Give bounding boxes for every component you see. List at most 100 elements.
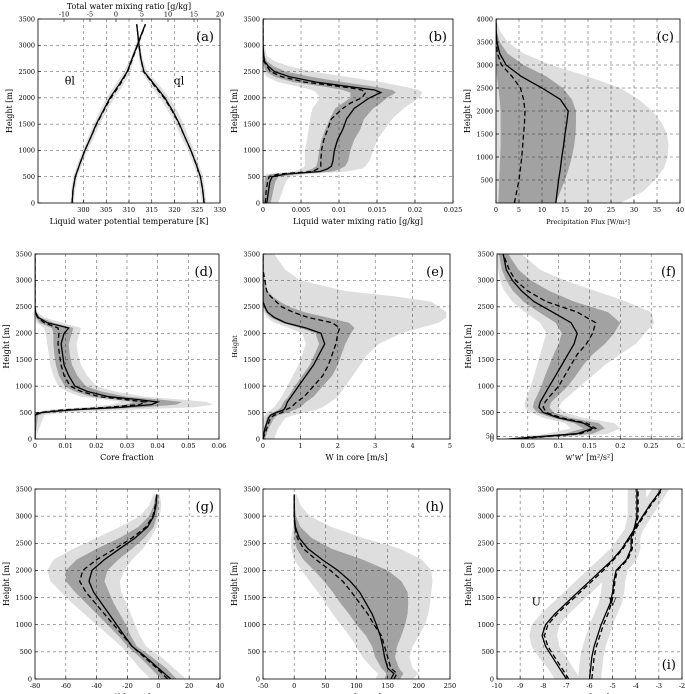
x-tick-label: -7 — [563, 682, 569, 690]
y-tick-label: 1000 — [15, 382, 32, 390]
y-tick-label: 500 — [481, 176, 493, 184]
x-tick-label: 315 — [146, 206, 158, 214]
x-tick-label: 0.005 — [292, 206, 311, 214]
x-tick-label: 25 — [607, 206, 615, 214]
y-tick-label: 1000 — [477, 621, 494, 629]
x-axis-label: Liquid water mixing ratio [g/kg] — [293, 217, 423, 226]
y-tick-label: 2500 — [477, 540, 494, 548]
y-tick-label: 3500 — [477, 485, 494, 493]
x-tick-label: 0 — [261, 442, 265, 450]
y-tick-label: 3000 — [476, 61, 493, 69]
x-tick-label: -50 — [258, 682, 268, 690]
y-tick-label: 1500 — [243, 120, 260, 128]
y-tick-label: 1000 — [15, 621, 32, 629]
x-tick-label: 0.025 — [444, 206, 463, 214]
y-tick-label: 2500 — [243, 68, 260, 76]
x-tick-label: -5 — [609, 682, 615, 690]
x-tick-label: 0.1 — [553, 442, 563, 450]
y-tick-label: 500 — [482, 409, 494, 417]
y-tick-label: 4000 — [476, 15, 493, 23]
series-line-median — [263, 254, 341, 439]
x-tick-label: 0.02 — [408, 206, 422, 214]
series-line-median — [35, 254, 148, 439]
y-tick-label: 2000 — [243, 330, 260, 338]
x-tick-label: -20 — [122, 682, 132, 690]
x-tick-label: 0.15 — [582, 442, 596, 450]
y-tick-label: 3500 — [243, 250, 260, 258]
x-axis-label: w'w' [m²/s²] — [566, 453, 614, 462]
y-tick-label: 0 — [490, 435, 494, 443]
band-inner — [65, 494, 177, 679]
top-x-tick-label: 20 — [216, 11, 224, 19]
annotation-label: ql — [174, 75, 185, 88]
y-tick-label: 3000 — [243, 512, 260, 520]
x-tick-label: 0.05 — [181, 442, 195, 450]
x-tick-label: 0.3 — [677, 442, 685, 450]
x-tick-label: 250 — [444, 682, 456, 690]
x-tick-label: 0.04 — [150, 442, 164, 450]
x-tick-label: -9 — [517, 682, 523, 690]
x-tick-label: 300 — [77, 206, 89, 214]
y-tick-label: 2500 — [243, 303, 260, 311]
series-line-median — [496, 19, 526, 203]
y-tick-label: 2500 — [18, 68, 35, 76]
series-line-mean — [88, 494, 172, 679]
panel-plot-area — [529, 489, 670, 679]
x-axis-label: W in core [m/s] — [325, 453, 387, 462]
panel-g: -80 -60 -40 -20 0 20 40 0 500 1000 1500 2000 2500 300… — [2, 485, 224, 694]
x-tick-label: -40 — [91, 682, 101, 690]
y-tick-label: 3500 — [243, 485, 260, 493]
y-tick-label: 1500 — [15, 356, 32, 364]
x-tick-label: 0.03 — [120, 442, 134, 450]
y-tick-label: 3000 — [15, 512, 32, 520]
y-axis-label: Height [m] — [463, 89, 472, 133]
y-axis-label: Height [m] — [464, 562, 473, 606]
y-tick-label: 500 — [248, 409, 260, 417]
y-tick-label: 3000 — [477, 277, 494, 285]
y-tick-label: 0 — [31, 199, 35, 207]
y-tick-label: 3500 — [477, 250, 494, 258]
top-x-tick-label: 5 — [140, 11, 144, 19]
panel-a: 300 305 310 315 320 325 330 0 500 1000 1500 2000 250… — [5, 2, 226, 226]
x-tick-label: -10 — [492, 682, 502, 690]
y-tick-label: 50 — [486, 433, 494, 441]
panel-e: 0 1 2 3 4 5 0 500 1000 1500 2000 2500 3000 3500 W in c… — [231, 250, 452, 462]
panel-label: (h) — [425, 500, 444, 515]
x-tick-label: -2 — [679, 682, 685, 690]
panel-label: (b) — [429, 30, 447, 45]
x-tick-label: 3 — [373, 442, 377, 450]
x-tick-label: 0 — [261, 206, 265, 214]
panel-frame — [262, 253, 451, 440]
y-tick-label: 3000 — [15, 277, 32, 285]
series-line-mean — [263, 19, 383, 203]
y-tick-label: 0 — [490, 675, 494, 683]
x-tick-label: 4 — [411, 442, 415, 450]
x-tick-label: 0 — [33, 442, 37, 450]
band-inner — [263, 254, 355, 439]
x-tick-label: 40 — [676, 206, 684, 214]
x-tick-label: 0 — [292, 682, 296, 690]
y-tick-label: 500 — [482, 648, 494, 656]
y-tick-label: 2000 — [15, 567, 32, 575]
panel-label: (e) — [426, 265, 444, 280]
y-tick-label: 0 — [256, 435, 260, 443]
y-tick-label: 2500 — [15, 540, 32, 548]
x-tick-label: 5 — [448, 442, 452, 450]
panel-plot-area — [263, 254, 447, 439]
panel-label: (i) — [662, 658, 676, 673]
x-tick-label: 0.06 — [212, 442, 226, 450]
y-tick-label: 1500 — [15, 594, 32, 602]
x-tick-label: 20 — [185, 682, 193, 690]
y-tick-label: 3000 — [243, 42, 260, 50]
band-inner — [263, 19, 396, 203]
x-tick-label: 305 — [100, 206, 112, 214]
panel-d: 0 0.01 0.02 0.03 0.04 0.05 0.06 0 500 1000 1500 200… — [2, 250, 226, 462]
x-tick-label: 30 — [630, 206, 638, 214]
y-tick-label: 0 — [256, 675, 260, 683]
y-tick-label: 1500 — [477, 594, 494, 602]
x-tick-label: 10 — [538, 206, 546, 214]
y-axis-label: Height [m] — [230, 562, 239, 606]
x-tick-label: 200 — [413, 682, 425, 690]
x-tick-label: 5 — [517, 206, 521, 214]
y-tick-label: 1500 — [477, 356, 494, 364]
